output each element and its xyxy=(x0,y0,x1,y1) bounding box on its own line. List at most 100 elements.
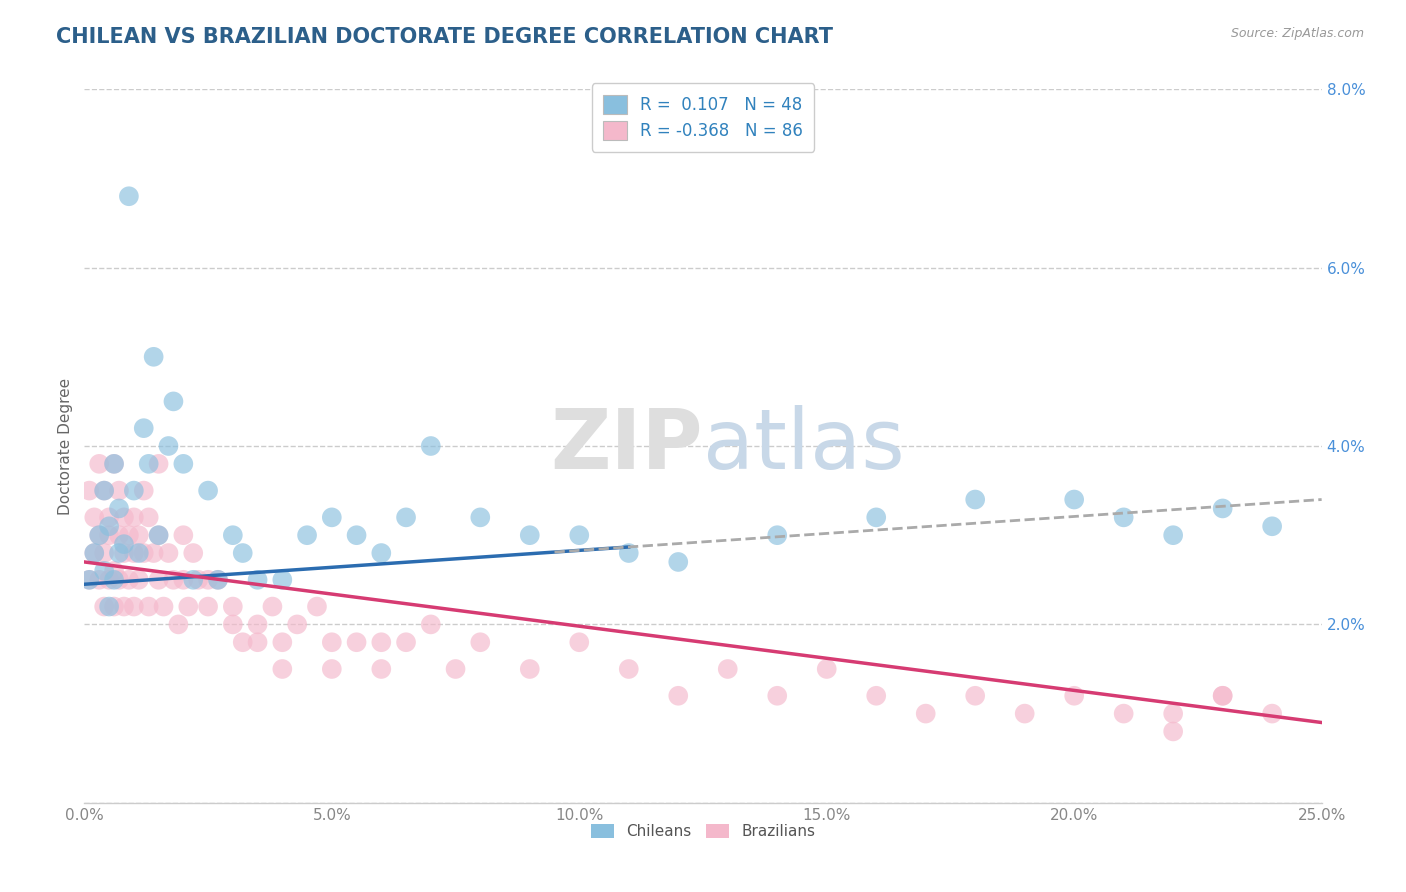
Point xyxy=(914,706,936,721)
Point xyxy=(132,483,155,498)
Point xyxy=(157,439,180,453)
Point xyxy=(112,546,135,560)
Point xyxy=(419,439,441,453)
Point xyxy=(395,510,418,524)
Point xyxy=(138,510,160,524)
Point xyxy=(321,662,343,676)
Point xyxy=(128,546,150,560)
Point xyxy=(865,689,887,703)
Point xyxy=(112,510,135,524)
Point xyxy=(83,546,105,560)
Point xyxy=(419,617,441,632)
Point xyxy=(197,483,219,498)
Point xyxy=(83,510,105,524)
Point xyxy=(181,573,204,587)
Point xyxy=(93,599,115,614)
Point xyxy=(148,528,170,542)
Point xyxy=(1212,689,1234,703)
Point xyxy=(965,492,987,507)
Point xyxy=(118,573,141,587)
Point xyxy=(142,546,165,560)
Point xyxy=(103,457,125,471)
Point xyxy=(148,528,170,542)
Point xyxy=(1014,706,1036,721)
Point xyxy=(1261,519,1284,533)
Point xyxy=(93,564,115,578)
Point xyxy=(89,528,111,542)
Point xyxy=(766,528,789,542)
Point xyxy=(370,662,392,676)
Point xyxy=(132,421,155,435)
Point xyxy=(122,510,145,524)
Point xyxy=(617,546,640,560)
Point xyxy=(128,528,150,542)
Point xyxy=(568,635,591,649)
Point xyxy=(766,689,789,703)
Point xyxy=(89,573,111,587)
Point xyxy=(262,599,284,614)
Point xyxy=(617,662,640,676)
Point xyxy=(222,599,245,614)
Point xyxy=(965,689,987,703)
Point xyxy=(321,635,343,649)
Point xyxy=(197,573,219,587)
Point xyxy=(222,617,245,632)
Point xyxy=(271,635,294,649)
Point xyxy=(177,599,200,614)
Point xyxy=(232,546,254,560)
Point xyxy=(1261,706,1284,721)
Point xyxy=(89,457,111,471)
Point xyxy=(470,635,492,649)
Point xyxy=(108,528,131,542)
Point xyxy=(98,528,121,542)
Point xyxy=(370,546,392,560)
Point xyxy=(246,617,269,632)
Point xyxy=(1112,510,1135,524)
Point xyxy=(122,483,145,498)
Text: CHILEAN VS BRAZILIAN DOCTORATE DEGREE CORRELATION CHART: CHILEAN VS BRAZILIAN DOCTORATE DEGREE CO… xyxy=(56,27,834,46)
Point xyxy=(138,599,160,614)
Point xyxy=(444,662,467,676)
Point xyxy=(519,528,541,542)
Point xyxy=(1063,492,1085,507)
Point xyxy=(295,528,318,542)
Point xyxy=(470,510,492,524)
Point xyxy=(187,573,209,587)
Point xyxy=(79,573,101,587)
Point xyxy=(321,510,343,524)
Point xyxy=(172,573,194,587)
Point xyxy=(79,483,101,498)
Point xyxy=(93,546,115,560)
Point xyxy=(152,599,174,614)
Point xyxy=(122,546,145,560)
Point xyxy=(132,546,155,560)
Point xyxy=(1212,501,1234,516)
Point xyxy=(395,635,418,649)
Point xyxy=(108,546,131,560)
Point xyxy=(108,483,131,498)
Point xyxy=(717,662,740,676)
Point xyxy=(128,573,150,587)
Point xyxy=(346,528,368,542)
Point xyxy=(118,528,141,542)
Point xyxy=(246,573,269,587)
Point xyxy=(162,573,184,587)
Point xyxy=(666,555,689,569)
Point xyxy=(103,573,125,587)
Point xyxy=(98,510,121,524)
Point xyxy=(1212,689,1234,703)
Point xyxy=(98,519,121,533)
Point xyxy=(1112,706,1135,721)
Point xyxy=(112,537,135,551)
Point xyxy=(98,599,121,614)
Point xyxy=(98,573,121,587)
Point xyxy=(103,599,125,614)
Point xyxy=(157,546,180,560)
Point xyxy=(172,457,194,471)
Text: Source: ZipAtlas.com: Source: ZipAtlas.com xyxy=(1230,27,1364,40)
Point xyxy=(93,483,115,498)
Point xyxy=(83,546,105,560)
Y-axis label: Doctorate Degree: Doctorate Degree xyxy=(58,377,73,515)
Point xyxy=(370,635,392,649)
Point xyxy=(138,457,160,471)
